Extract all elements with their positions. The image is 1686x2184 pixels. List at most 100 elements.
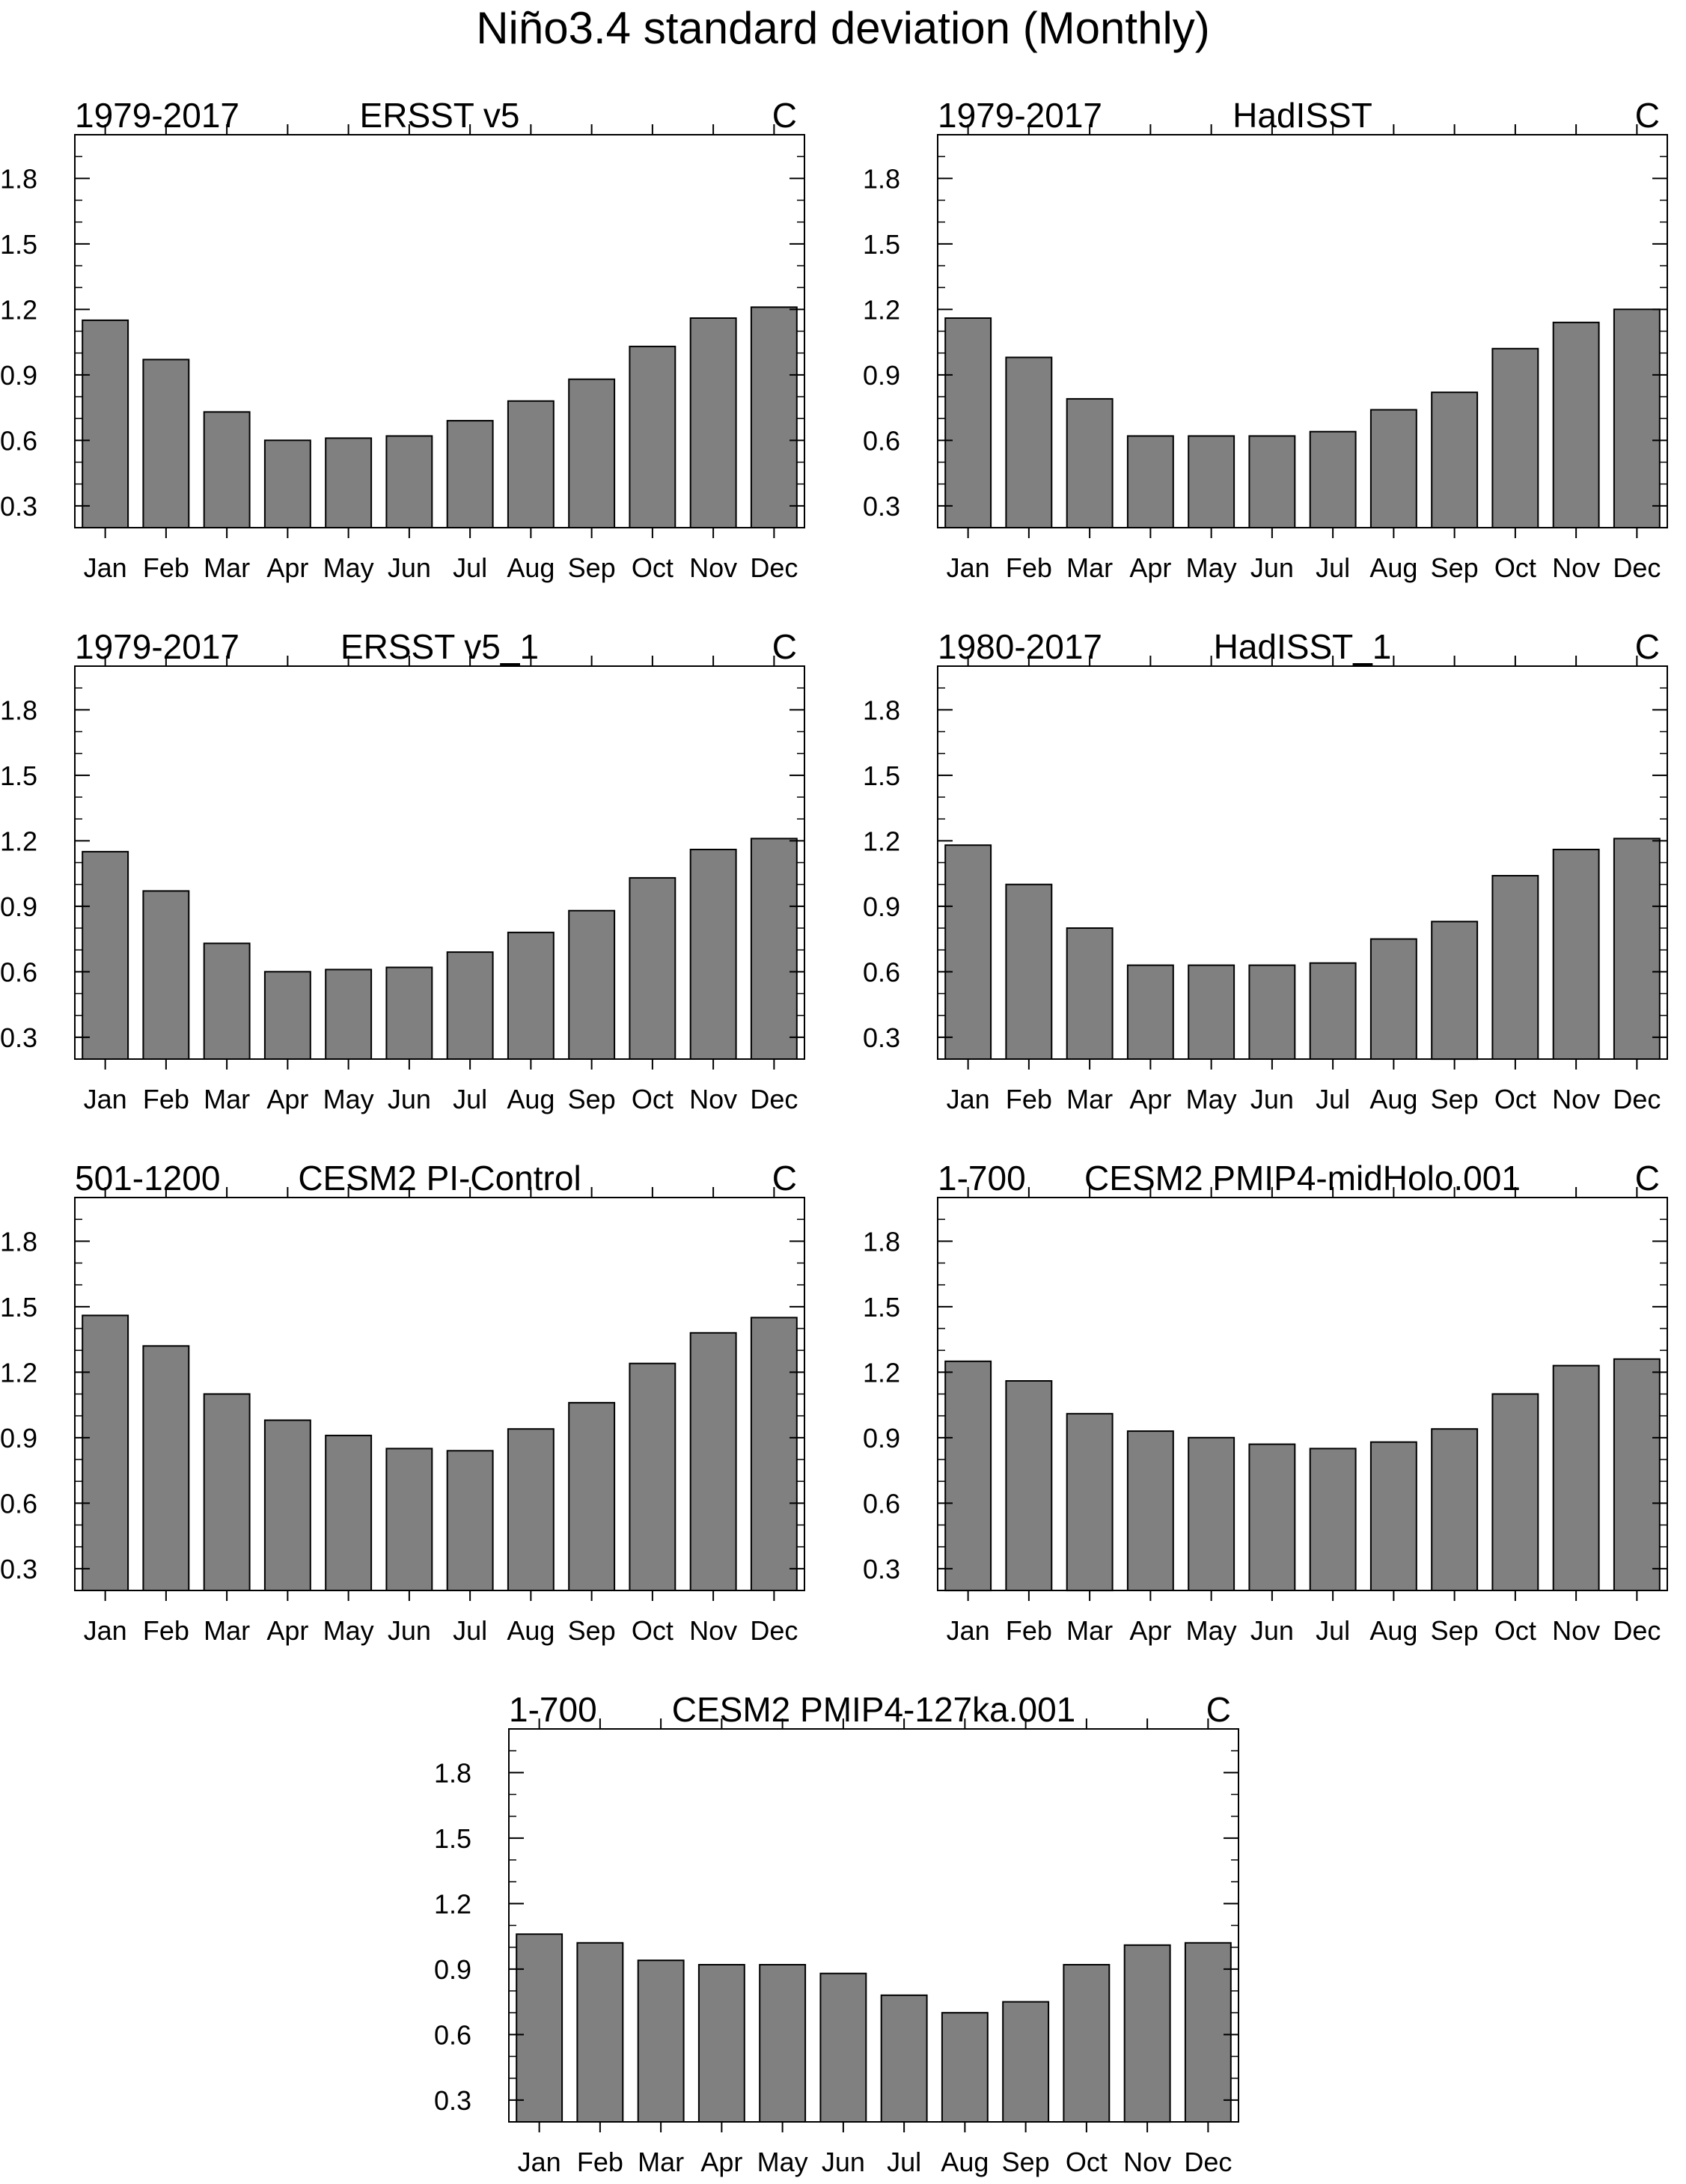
- bar-apr: [263, 1419, 311, 1591]
- x-tick-label: Aug: [1369, 552, 1417, 583]
- bar-mar: [203, 1393, 251, 1591]
- panel-title: CESM2 PMIP4-127ka.001: [672, 1690, 1076, 1729]
- bar-may: [1188, 1436, 1236, 1592]
- bar-sep: [1431, 921, 1479, 1061]
- y-tick-label: 0.3: [0, 1554, 37, 1584]
- bar-mar: [1066, 397, 1114, 529]
- x-tick-label: Oct: [632, 1084, 674, 1114]
- bar-nov: [1552, 849, 1600, 1060]
- x-tick-label: Jan: [947, 1615, 990, 1646]
- panel-units: C: [772, 1159, 797, 1198]
- x-tick-label: Jun: [388, 1084, 431, 1114]
- panel-title: HadISST: [1233, 96, 1372, 135]
- chart-panel-ersst-v5-1: 1979-2017 ERSST v5_1 C Jan Feb Mar Apr May Jun Ju…: [0, 627, 805, 1114]
- chart-panel-cesm2-127ka: 1-700 CESM2 PMIP4-127ka.001 C Jan Feb Mar Apr M…: [434, 1690, 1239, 2177]
- y-tick-label: 0.6: [0, 425, 37, 456]
- x-tick-label: Nov: [1552, 1084, 1600, 1114]
- bar-apr: [1126, 964, 1174, 1060]
- panel-units: C: [1635, 627, 1660, 666]
- panel-period: 1-700: [938, 1159, 1026, 1198]
- x-tick-label: Aug: [507, 1084, 555, 1114]
- x-tick-label: Aug: [1369, 1615, 1417, 1646]
- chart-panel-ersst-v5: 1979-2017 ERSST v5 C Jan Feb Mar Apr May Jun Jul A…: [0, 96, 805, 583]
- x-tick-label: Feb: [1006, 1084, 1052, 1114]
- bar-dec: [750, 838, 798, 1061]
- bar-sep: [568, 378, 616, 529]
- x-tick-label: Dec: [1613, 1615, 1661, 1646]
- bar-jan: [516, 1933, 563, 2123]
- y-tick-label: 1.5: [0, 229, 37, 260]
- bar-jul: [1309, 430, 1357, 529]
- y-tick-label: 0.6: [863, 957, 900, 987]
- bar-oct: [629, 876, 676, 1061]
- y-tick-label: 0.6: [863, 1488, 900, 1519]
- x-tick-label: Apr: [266, 1084, 308, 1114]
- y-tick-label: 0.9: [0, 360, 37, 391]
- bar-feb: [1005, 1380, 1053, 1591]
- bar-apr: [1126, 1430, 1174, 1591]
- x-tick-label: Nov: [1552, 1615, 1600, 1646]
- x-tick-label: May: [1186, 552, 1237, 583]
- x-tick-label: Feb: [143, 552, 189, 583]
- x-tick-label: May: [323, 1084, 374, 1114]
- y-tick-label: 1.8: [863, 695, 900, 725]
- bar-nov: [689, 849, 737, 1060]
- y-tick-label: 1.5: [863, 1292, 900, 1323]
- bar-jun: [819, 1972, 867, 2123]
- y-tick-label: 0.3: [863, 491, 900, 522]
- bar-apr: [263, 439, 311, 528]
- x-tick-label: Jul: [1316, 552, 1350, 583]
- x-tick-label: Nov: [689, 552, 737, 583]
- y-tick-label: 0.9: [863, 891, 900, 922]
- y-tick-label: 0.3: [863, 1554, 900, 1584]
- x-tick-label: Feb: [143, 1615, 189, 1646]
- y-tick-label: 1.8: [0, 1226, 37, 1257]
- x-tick-label: Oct: [1066, 2147, 1108, 2177]
- x-tick-label: Oct: [632, 552, 674, 583]
- bar-apr: [1126, 435, 1174, 528]
- y-tick-label: 1.5: [0, 1292, 37, 1323]
- x-tick-label: Feb: [577, 2147, 623, 2177]
- panel-title: HadISST_1: [1214, 627, 1392, 666]
- chart-panel-hadisst: 1979-2017 HadISST C Jan Feb Mar Apr May Jun Jul Au…: [863, 96, 1668, 583]
- y-tick-label: 1.8: [863, 163, 900, 194]
- bar-oct: [1491, 347, 1539, 528]
- x-tick-label: May: [757, 2147, 808, 2177]
- chart-panel-cesm2-pi-control: 501-1200 CESM2 PI-Control C Jan Feb Mar Apr May…: [0, 1159, 805, 1646]
- bar-sep: [568, 909, 616, 1060]
- x-tick-label: Nov: [1123, 2147, 1171, 2177]
- y-tick-label: 0.6: [863, 425, 900, 456]
- y-tick-label: 1.2: [863, 826, 900, 856]
- plot-frame: [937, 134, 1668, 528]
- bar-sep: [1002, 2001, 1050, 2123]
- x-tick-label: Jan: [84, 1084, 127, 1114]
- figure-title: Niño3.4 standard deviation (Monthly): [476, 3, 1210, 53]
- plot-frame: [74, 1197, 805, 1591]
- x-tick-label: Apr: [700, 2147, 742, 2177]
- bar-aug: [1369, 409, 1417, 528]
- bar-may: [1188, 964, 1236, 1060]
- x-tick-label: Nov: [689, 1084, 737, 1114]
- x-tick-label: Sep: [568, 1615, 616, 1646]
- x-tick-label: Sep: [568, 1084, 616, 1114]
- bar-jun: [1248, 1443, 1296, 1591]
- y-tick-label: 0.6: [0, 1488, 37, 1519]
- x-tick-label: Jul: [453, 1084, 487, 1114]
- y-tick-label: 1.8: [0, 163, 37, 194]
- bar-jul: [446, 1450, 494, 1592]
- bar-jan: [944, 1360, 992, 1592]
- x-tick-label: Aug: [507, 1615, 555, 1646]
- y-tick-label: 1.2: [434, 1888, 471, 1919]
- x-tick-label: Oct: [632, 1615, 674, 1646]
- panel-period: 1979-2017: [75, 96, 239, 135]
- x-tick-label: Dec: [1184, 2147, 1232, 2177]
- y-tick-label: 1.5: [863, 229, 900, 260]
- x-tick-label: Apr: [266, 552, 308, 583]
- x-tick-label: Aug: [507, 552, 555, 583]
- panel-units: C: [772, 627, 797, 666]
- bar-mar: [637, 1959, 685, 2123]
- panel-period: 501-1200: [75, 1159, 220, 1198]
- bar-nov: [1123, 1944, 1171, 2123]
- x-tick-label: Jun: [388, 552, 431, 583]
- y-tick-label: 0.6: [0, 957, 37, 987]
